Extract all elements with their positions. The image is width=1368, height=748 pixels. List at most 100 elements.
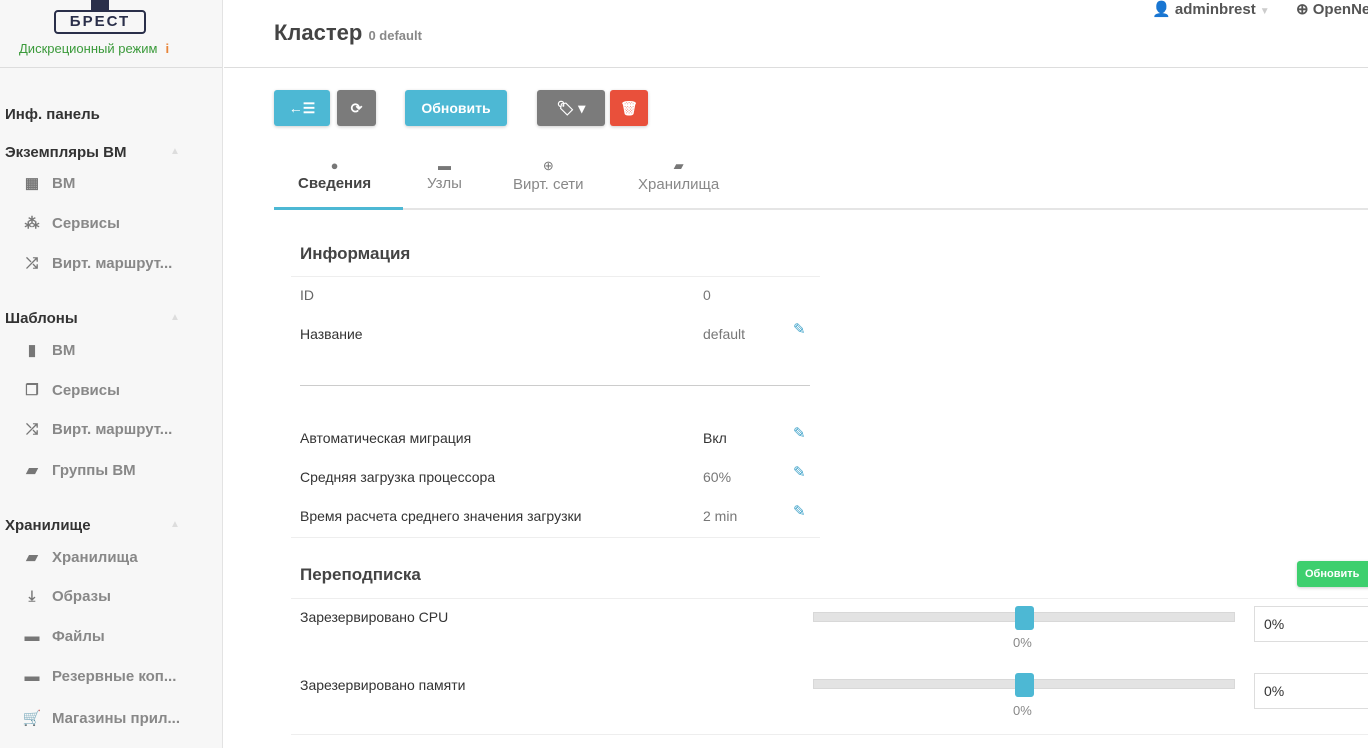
sidebar-item-services[interactable]: ⁂ Сервисы	[22, 214, 120, 233]
folder-open-icon: ▰	[673, 158, 684, 173]
label: ВМ	[52, 341, 76, 359]
sidebar-item-vrouters[interactable]: ⤮ Вирт. маршрут...	[22, 255, 172, 272]
logo[interactable]: БРЕСТ	[54, 10, 146, 34]
download-icon: ⤓	[28, 588, 36, 605]
active-tab-indicator	[274, 207, 403, 210]
tab-label: Сведения	[298, 175, 372, 192]
divider	[300, 385, 810, 386]
title-text: Кластер	[274, 20, 363, 45]
label: ВМ	[52, 174, 76, 192]
files-icon: ❐	[25, 382, 39, 399]
mem-slider[interactable]	[813, 673, 1235, 697]
logo-tower-icon	[91, 0, 109, 10]
topbar	[224, 0, 1368, 68]
label: Сервисы	[52, 381, 120, 399]
grid-icon: ▦	[24, 175, 40, 192]
tab-datastores[interactable]: ▰ Хранилища	[638, 158, 719, 193]
delete-button[interactable]: 🗑	[610, 90, 648, 126]
edit-icon[interactable]: ✎	[793, 425, 806, 442]
sidebar-item-vm-groups[interactable]: ▰ Группы ВМ	[22, 461, 136, 480]
mem-reserved-input[interactable]: 0%	[1254, 673, 1368, 709]
label: Вирт. маршрут...	[52, 255, 173, 272]
logo-area: БРЕСТ Дискреционный режим i	[0, 0, 222, 68]
tab-label: Узлы	[427, 175, 462, 192]
cpu-reserved-label: Зарезервировано CPU	[300, 609, 449, 625]
name-label: Название	[300, 326, 363, 342]
cpu-slider[interactable]	[813, 606, 1235, 630]
collapse-icon[interactable]: ▲	[170, 519, 180, 530]
zone-menu[interactable]: ⊕ OpenNebula	[1296, 0, 1368, 18]
label: Магазины прил...	[52, 709, 180, 727]
edit-icon[interactable]: ✎	[793, 503, 806, 520]
refresh-button[interactable]: ⟳	[337, 90, 376, 126]
sidebar-item-images[interactable]: ⤓ Образы	[22, 588, 111, 605]
sidebar-group-instances[interactable]: Экземпляры ВМ	[5, 144, 127, 161]
info-icon[interactable]: i	[165, 41, 170, 56]
sidebar-item-vrouter-templates[interactable]: ⤮ Вирт. маршрут...	[22, 421, 172, 438]
cpu-load-value: 60%	[703, 469, 732, 485]
archive-icon: ▬	[24, 628, 40, 645]
overcommit-title: Переподписка	[300, 565, 421, 584]
sidebar-item-service-templates[interactable]: ❐ Сервисы	[22, 381, 120, 400]
shuffle-icon: ⤮	[25, 255, 38, 272]
label: Резервные коп...	[52, 668, 177, 685]
trash-icon: 🗑	[620, 99, 638, 116]
divider	[291, 734, 1368, 735]
shuffle-icon: ⤮	[25, 421, 38, 438]
collapse-icon[interactable]: ▲	[170, 146, 180, 157]
id-label: ID	[300, 287, 314, 303]
folder-open-icon: ▰	[26, 462, 38, 479]
sidebar-item-datastores[interactable]: ▰ Хранилища	[22, 548, 138, 567]
edit-icon[interactable]: ✎	[793, 464, 806, 481]
labels-dropdown-button[interactable]: 🏷 ▾	[537, 90, 605, 126]
auto-migration-label: Автоматическая миграция	[300, 430, 472, 446]
name-value: default	[703, 326, 746, 342]
info-icon: ●	[330, 158, 339, 173]
slider-handle[interactable]	[1015, 606, 1034, 630]
tab-label: Хранилища	[638, 176, 720, 193]
sidebar-item-backups[interactable]: ▬ Резервные коп...	[22, 668, 177, 685]
sidebar-item-files[interactable]: ▬ Файлы	[22, 628, 105, 645]
update-button[interactable]: Обновить	[405, 90, 507, 126]
sidebar-group-templates[interactable]: Шаблоны	[5, 310, 78, 327]
user-menu[interactable]: 👤 adminbrest ▼	[1152, 0, 1270, 18]
label: Файлы	[52, 628, 105, 645]
tab-hosts[interactable]: ▬ Узлы	[427, 158, 462, 192]
info-title: Информация	[300, 244, 411, 263]
mode-text: Дискреционный режим	[19, 41, 158, 56]
sidebar-item-vms[interactable]: ▦ ВМ	[22, 174, 76, 193]
cpu-reserved-input[interactable]: 0%	[1254, 606, 1368, 642]
tags-icon: 🏷 ▾	[556, 99, 586, 116]
label: Вирт. маршрут...	[52, 421, 173, 438]
sidebar-item-marketplaces[interactable]: 🛒 Магазины прил...	[22, 709, 180, 728]
tab-info[interactable]: ● Сведения	[298, 158, 371, 192]
username: adminbrest	[1174, 1, 1256, 18]
sidebar: БРЕСТ Дискреционный режим i Инф. панель Э…	[0, 0, 223, 748]
sidebar-group-storage[interactable]: Хранилище	[5, 517, 91, 534]
archive-icon: ▬	[24, 668, 40, 685]
back-list-icon: ←☰	[288, 99, 316, 116]
divider	[291, 276, 820, 277]
mem-slider-value: 0%	[1013, 703, 1032, 718]
slider-handle[interactable]	[1015, 673, 1034, 697]
edit-icon[interactable]: ✎	[793, 321, 806, 338]
load-time-value: 2 min	[703, 508, 738, 524]
label: Сервисы	[52, 214, 120, 232]
label: Образы	[52, 588, 111, 605]
cubes-icon: ⁂	[24, 215, 40, 232]
label: Группы ВМ	[52, 461, 136, 479]
tab-vnets[interactable]: ⊕ Вирт. сети	[513, 158, 584, 193]
mode-label: Дискреционный режим i	[19, 41, 169, 56]
back-button[interactable]: ←☰	[274, 90, 330, 126]
overcommit-update-button[interactable]: Обновить	[1297, 561, 1368, 587]
folder-open-icon: ▰	[26, 549, 38, 566]
collapse-icon[interactable]: ▲	[170, 312, 180, 323]
id-value: 0	[703, 287, 711, 303]
mem-reserved-label: Зарезервировано памяти	[300, 677, 466, 693]
sidebar-item-vm-templates[interactable]: ▮ ВМ	[22, 341, 76, 360]
cpu-slider-value: 0%	[1013, 635, 1032, 650]
chevron-down-icon: ▼	[1259, 6, 1270, 17]
tab-label: Вирт. сети	[513, 176, 584, 193]
sidebar-item-dashboard[interactable]: Инф. панель	[5, 106, 100, 123]
tabs: ● Сведения ▬ Узлы ⊕ Вирт. сети ▰ Хранилища	[274, 150, 1368, 210]
